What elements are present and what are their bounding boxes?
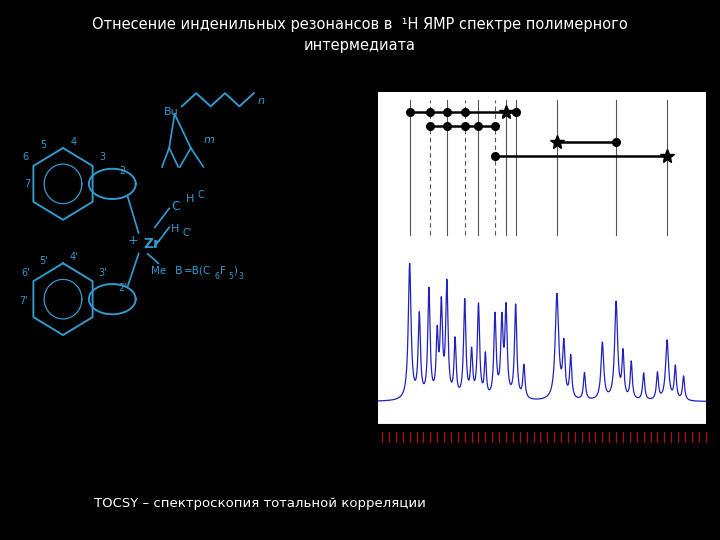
Text: TOCSY – спектроскопия тотальной корреляции: TOCSY – спектроскопия тотальной корреляц… xyxy=(94,497,426,510)
Text: C: C xyxy=(171,200,180,213)
Text: Zr: Zr xyxy=(143,238,161,251)
Text: 5': 5' xyxy=(461,81,469,90)
Text: 3: 3 xyxy=(238,272,243,281)
Text: 7: 7 xyxy=(407,81,413,90)
Text: 6,7: 6,7 xyxy=(423,81,438,90)
Text: Отнесение инденильных резонансов в  ¹H ЯМР спектре полимерного: Отнесение инденильных резонансов в ¹H ЯМ… xyxy=(92,17,628,32)
Text: 5': 5' xyxy=(39,255,48,266)
Text: F: F xyxy=(220,266,225,276)
Text: ): ) xyxy=(233,266,238,276)
Text: Me: Me xyxy=(151,266,166,276)
Text: 4: 4 xyxy=(444,81,449,90)
Text: 5: 5 xyxy=(503,81,509,90)
Text: H: H xyxy=(186,194,194,204)
Text: 2': 2' xyxy=(663,81,671,90)
Text: 7': 7' xyxy=(19,296,28,306)
Text: 2: 2 xyxy=(554,81,559,90)
Text: 3': 3' xyxy=(99,268,107,278)
Text: интермедиата: интермедиата xyxy=(304,38,416,53)
Text: B: B xyxy=(174,266,182,276)
Text: H: H xyxy=(171,224,179,234)
Text: 3: 3 xyxy=(613,81,619,90)
Text: =B(C: =B(C xyxy=(184,266,212,276)
Text: +: + xyxy=(128,234,138,247)
Text: 6: 6 xyxy=(215,272,219,281)
Text: C': C' xyxy=(183,228,192,238)
Text: 2: 2 xyxy=(120,166,125,176)
Text: 6': 6' xyxy=(22,268,30,278)
Text: 6: 6 xyxy=(23,152,29,163)
Text: 3': 3' xyxy=(491,81,499,90)
Text: m: m xyxy=(203,136,215,145)
Text: 4': 4' xyxy=(70,252,78,262)
Text: 4: 4 xyxy=(71,137,77,147)
Text: 4': 4' xyxy=(474,81,482,90)
Text: 3: 3 xyxy=(99,152,106,163)
Text: 5: 5 xyxy=(229,272,233,281)
Text: Bu: Bu xyxy=(163,107,179,117)
Text: 7: 7 xyxy=(24,179,30,189)
Text: n: n xyxy=(258,96,264,106)
Text: 5: 5 xyxy=(40,140,46,150)
Text: 6: 6 xyxy=(513,81,518,90)
X-axis label: PPM: PPM xyxy=(530,449,554,459)
Text: 2': 2' xyxy=(118,283,127,293)
Text: C: C xyxy=(197,190,204,200)
